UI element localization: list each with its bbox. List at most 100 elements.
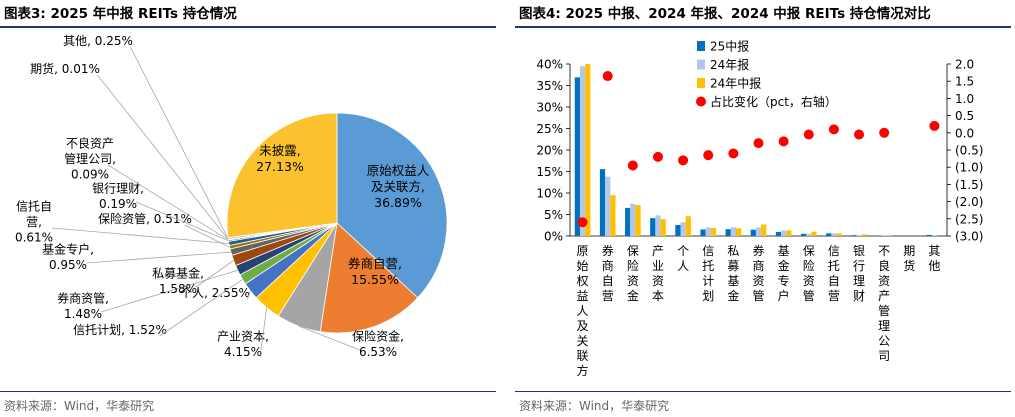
bar <box>831 233 837 236</box>
pie-label-text: 0.95% <box>49 258 87 272</box>
bar <box>800 233 807 236</box>
pie-label-text: 期货, 0.01% <box>30 61 100 76</box>
bar <box>725 229 731 236</box>
x-tick-char: 产 <box>652 244 664 258</box>
y2-tick-label: 1.0 <box>955 92 974 106</box>
x-tick-char: 货 <box>903 258 915 273</box>
x-tick-char: 司 <box>878 349 890 363</box>
source-note: 资料来源：Wind，华泰研究 <box>4 399 155 413</box>
legend-marker <box>696 96 706 107</box>
x-tick-label: 基金专户 <box>778 244 790 303</box>
pie-label-text: 信托计划, 1.52% <box>73 323 167 337</box>
pie-leader-line <box>247 290 251 300</box>
bar <box>786 230 792 236</box>
x-tick-char: 原 <box>577 244 589 258</box>
x-tick-label: 保险资管 <box>803 244 815 303</box>
scatter-point <box>652 151 663 162</box>
pie-label-text: 营, <box>26 215 42 229</box>
x-tick-char: 险 <box>627 258 639 273</box>
legend-swatch <box>697 41 705 51</box>
scatter-point <box>753 138 764 149</box>
pie-label-text: 0.61% <box>15 231 53 245</box>
bar <box>781 230 787 236</box>
y2-tick-label: 0.0 <box>955 126 974 140</box>
chart-title: 图表3: 2025 年中报 REITs 持仓情况 <box>4 6 237 22</box>
bar <box>680 222 686 236</box>
x-tick-char: 管 <box>878 303 890 318</box>
legend-label: 24年中报 <box>710 76 761 91</box>
bar <box>630 203 636 236</box>
pie-data-label: 保险资管, 0.51% <box>98 211 192 226</box>
x-tick-char: 他 <box>928 259 940 273</box>
bar <box>750 229 756 236</box>
pie-slice <box>336 112 448 299</box>
x-tick-char: 商 <box>602 258 614 273</box>
bar <box>660 219 666 236</box>
bar <box>775 231 782 236</box>
bar <box>610 195 616 236</box>
x-tick-label: 保险资金 <box>627 244 639 303</box>
pie-data-label: 期货, 0.01% <box>30 61 100 76</box>
x-tick-char: 益 <box>577 289 589 303</box>
x-tick-char: 良 <box>878 258 890 273</box>
pie-label-text: 银行理财, <box>92 181 144 195</box>
pie-slice <box>226 112 338 239</box>
x-tick-char: 及 <box>577 319 589 333</box>
bar <box>625 207 631 236</box>
y2-tick-label: (1.5) <box>955 178 983 192</box>
bar <box>931 235 938 236</box>
pie-label-text: 其他, 0.25% <box>63 34 133 48</box>
x-tick-char: 财 <box>853 289 865 303</box>
bar <box>755 227 762 236</box>
bar <box>856 235 862 236</box>
pie-label-text: 管理公司, <box>64 151 116 166</box>
y2-tick-label: (1.0) <box>955 161 983 175</box>
x-tick-char: 银 <box>853 244 865 258</box>
title-divider <box>0 26 496 28</box>
pie-label-text: 保险资管, 0.51% <box>98 211 192 226</box>
chart-title: 图表4: 2025 中报、2024 年报、2024 中报 REITs 持仓情况对… <box>519 6 931 22</box>
bar <box>685 216 691 236</box>
pie-label-text: 0.09% <box>71 168 109 182</box>
bar <box>585 64 591 236</box>
x-tick-char: 金 <box>627 288 639 303</box>
y2-tick-label: (2.0) <box>955 195 983 209</box>
pie-data-label: 信托计划, 1.52% <box>73 323 167 337</box>
x-tick-char: 划 <box>702 289 714 303</box>
x-tick-char: 不 <box>878 244 890 258</box>
x-tick-char: 产 <box>878 289 890 303</box>
x-tick-char: 营 <box>602 289 614 303</box>
x-tick-char: 管 <box>752 288 764 303</box>
x-tick-char: 商 <box>752 258 764 273</box>
pie-data-label: 券商资管, 1.48% <box>57 290 109 321</box>
pie-label-text: 及关联方, <box>371 179 425 194</box>
bar <box>806 233 812 236</box>
x-tick-char: 自 <box>602 274 614 288</box>
y2-tick-label: (0.5) <box>955 144 983 158</box>
bar <box>761 224 767 236</box>
pie-data-label: 个人, 2.55% <box>180 286 250 300</box>
scatter-point <box>828 124 839 135</box>
x-tick-char: 方 <box>577 363 589 378</box>
x-tick-char: 信 <box>828 244 840 258</box>
x-tick-char: 专 <box>778 273 790 288</box>
pie-leader-line <box>135 201 229 242</box>
x-tick-char: 关 <box>577 334 589 348</box>
scatter-point <box>602 71 613 82</box>
bar <box>926 234 932 236</box>
pie-label-text: 私募基金, <box>152 265 204 280</box>
bar <box>650 218 656 236</box>
scatter-point <box>627 160 638 171</box>
bar <box>730 227 736 236</box>
pie-label-text: 基金专户, <box>42 241 94 256</box>
x-tick-label: 个人 <box>677 244 689 273</box>
scatter-point <box>678 155 689 166</box>
x-tick-char: 募 <box>727 259 739 273</box>
y2-tick-label: (2.5) <box>955 212 983 226</box>
legend-label: 24年报 <box>710 57 749 72</box>
x-tick-char: 自 <box>828 274 840 288</box>
x-tick-label: 产业资本 <box>652 244 664 303</box>
